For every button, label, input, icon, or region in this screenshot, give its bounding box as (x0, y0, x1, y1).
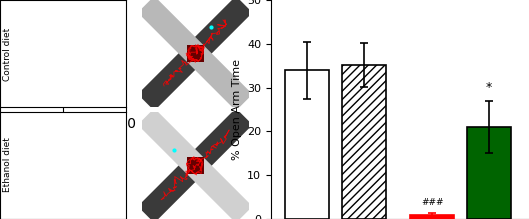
Polygon shape (5, 108, 121, 219)
Bar (54, 157, 71, 174)
Polygon shape (5, 0, 121, 111)
Bar (410, 215, 454, 219)
Text: ###: ### (421, 198, 443, 207)
Bar (342, 65, 386, 219)
Bar (467, 127, 511, 219)
Polygon shape (138, 0, 252, 111)
Bar (285, 70, 330, 219)
Bar (187, 45, 204, 62)
Y-axis label: % Open Arm Time: % Open Arm Time (232, 59, 242, 160)
Polygon shape (138, 0, 252, 111)
Bar (54, 45, 71, 62)
Polygon shape (138, 108, 252, 219)
Bar (187, 157, 204, 174)
Polygon shape (5, 0, 121, 111)
Polygon shape (138, 108, 252, 219)
Polygon shape (5, 108, 121, 219)
Text: *: * (486, 81, 492, 94)
Text: Ethanol diet: Ethanol diet (3, 137, 12, 192)
Text: Control diet: Control diet (3, 28, 12, 81)
